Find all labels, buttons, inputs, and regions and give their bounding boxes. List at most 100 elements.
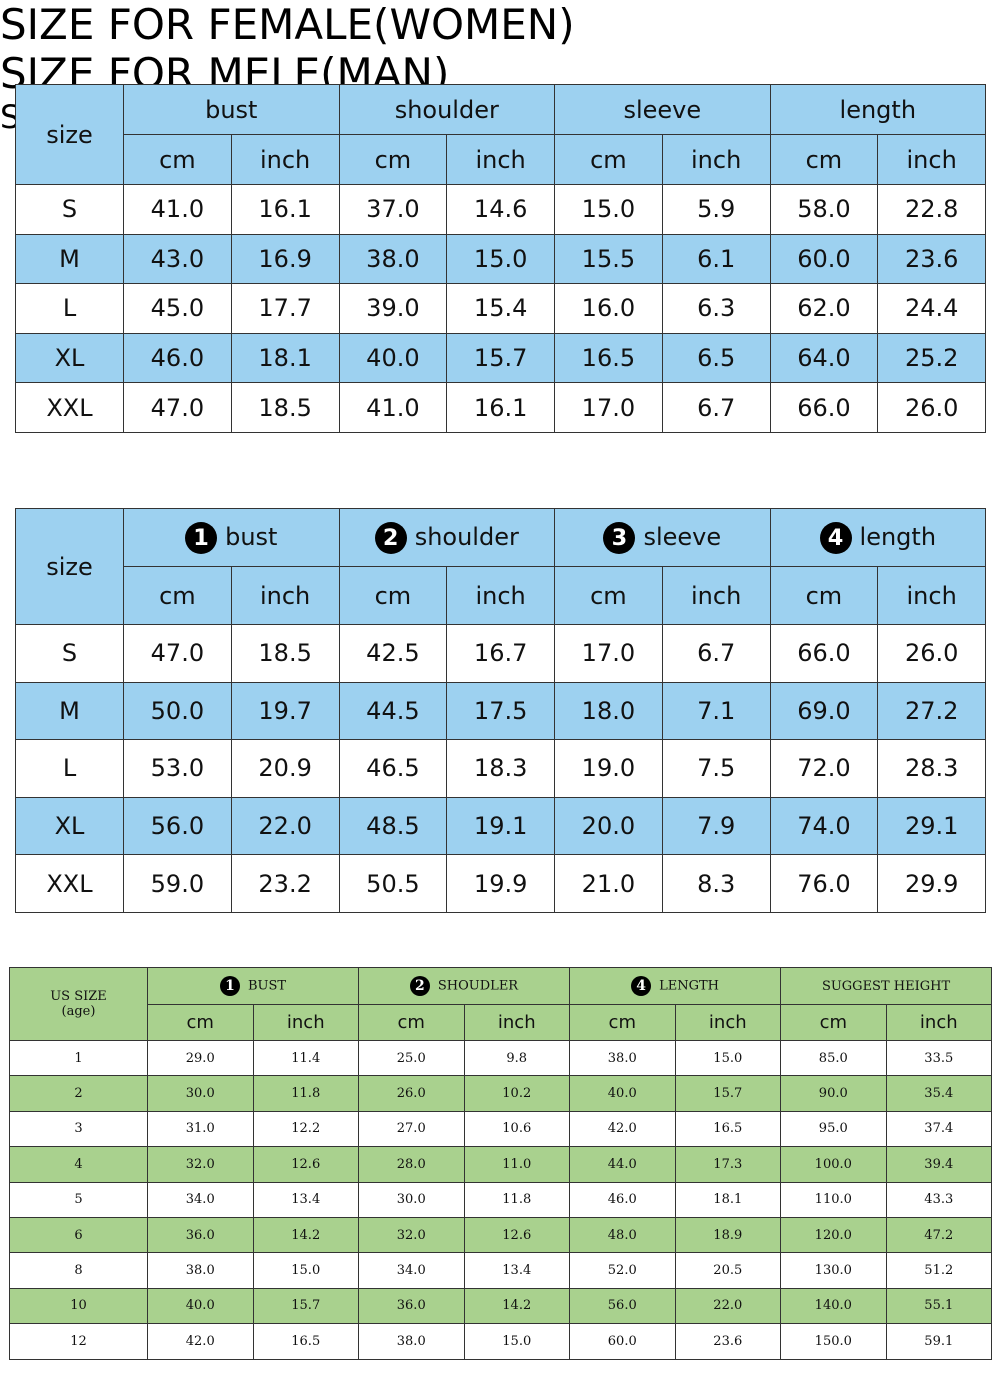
group-header: 1 bust	[123, 508, 340, 567]
value-cell: 34.0	[358, 1252, 465, 1289]
value-cell: 40.0	[569, 1075, 676, 1112]
group-label: shoulder	[414, 522, 519, 551]
value-cell: 50.5	[338, 854, 448, 913]
size-cell: 5	[9, 1181, 148, 1218]
value-cell: 16.5	[554, 332, 663, 384]
group-header: shoulder	[338, 84, 556, 135]
value-cell: 26.0	[877, 382, 987, 433]
group-header: 1 BUST	[147, 967, 359, 1005]
size-cell: XXL	[15, 854, 124, 913]
size-cell: XXL	[15, 382, 124, 433]
group-label: shoulder	[394, 95, 499, 124]
value-cell: 46.0	[569, 1181, 676, 1218]
value-cell: 5.9	[661, 184, 771, 235]
value-cell: 14.6	[446, 184, 556, 235]
size-cell: S	[15, 184, 124, 235]
value-cell: 15.0	[252, 1252, 359, 1289]
size-cell: XL	[15, 332, 124, 384]
corner-header: size	[15, 84, 124, 185]
value-cell: 110.0	[780, 1181, 887, 1218]
value-cell: 6.1	[661, 233, 771, 285]
size-cell: 12	[9, 1323, 148, 1360]
value-cell: 37.0	[338, 184, 448, 235]
unit-header: cm	[338, 566, 448, 625]
value-cell: 46.5	[338, 739, 448, 798]
data-row: XL 56.0 22.0 48.5 19.1 20.0 7.9 74.0 29.1	[15, 796, 987, 856]
value-cell: 30.0	[358, 1181, 465, 1218]
value-cell: 38.0	[358, 1323, 465, 1360]
unit-header: cm	[338, 134, 448, 185]
value-cell: 60.0	[569, 1323, 676, 1360]
value-cell: 23.6	[674, 1323, 782, 1360]
group-label: bust	[225, 522, 278, 551]
number-marker: 2	[374, 521, 407, 554]
value-cell: 140.0	[780, 1287, 887, 1325]
value-cell: 30.0	[147, 1075, 254, 1112]
value-cell: 74.0	[769, 796, 879, 856]
value-cell: 48.5	[338, 796, 448, 856]
number-marker: 1	[185, 521, 218, 554]
value-cell: 40.0	[147, 1287, 254, 1325]
value-cell: 120.0	[780, 1216, 887, 1254]
value-cell: 20.0	[554, 796, 663, 856]
value-cell: 18.3	[446, 739, 556, 798]
value-cell: 18.9	[674, 1216, 782, 1254]
value-cell: 95.0	[780, 1110, 887, 1148]
value-cell: 15.0	[674, 1039, 782, 1077]
group-label: length	[859, 522, 937, 551]
value-cell: 16.5	[252, 1323, 359, 1360]
corner-header: US SIZE (age)	[9, 967, 148, 1041]
data-row: L 53.0 20.9 46.5 18.3 19.0 7.5 72.0 28.3	[15, 739, 987, 798]
value-cell: 7.1	[661, 681, 771, 741]
value-cell: 60.0	[769, 233, 879, 285]
value-cell: 56.0	[123, 796, 232, 856]
value-cell: 36.0	[358, 1287, 465, 1325]
value-cell: 12.6	[463, 1216, 571, 1254]
value-cell: 15.4	[446, 283, 556, 334]
data-row: 8 38.0 15.0 34.0 13.4 52.0 20.5 130.0 51.2	[9, 1252, 993, 1289]
value-cell: 42.0	[569, 1110, 676, 1148]
size-cell: XL	[15, 796, 124, 856]
size-cell: 2	[9, 1075, 148, 1112]
data-row: S 41.0 16.1 37.0 14.6 15.0 5.9 58.0 22.8	[15, 184, 987, 235]
value-cell: 25.0	[358, 1039, 465, 1077]
value-cell: 46.0	[123, 332, 232, 384]
size-cell: L	[15, 283, 124, 334]
value-cell: 18.1	[230, 332, 340, 384]
corner-line: (age)	[61, 1004, 96, 1019]
data-row: 10 40.0 15.7 36.0 14.2 56.0 22.0 140.0 55.1	[9, 1287, 993, 1325]
value-cell: 23.6	[877, 233, 987, 285]
value-cell: 27.0	[358, 1110, 465, 1148]
value-cell: 58.0	[769, 184, 879, 235]
value-cell: 33.5	[885, 1039, 993, 1077]
value-cell: 55.1	[885, 1287, 993, 1325]
group-header: 3 sleeve	[554, 508, 771, 567]
group-label: sleeve	[643, 522, 722, 551]
data-row: XXL 47.0 18.5 41.0 16.1 17.0 6.7 66.0 26.0	[15, 382, 987, 433]
value-cell: 26.0	[358, 1075, 465, 1112]
value-cell: 31.0	[147, 1110, 254, 1148]
value-cell: 18.5	[230, 382, 340, 433]
value-cell: 6.3	[661, 283, 771, 334]
value-cell: 12.2	[252, 1110, 359, 1148]
value-cell: 10.6	[463, 1110, 571, 1148]
value-cell: 14.2	[463, 1287, 571, 1325]
size-cell: L	[15, 739, 124, 798]
value-cell: 15.5	[554, 233, 663, 285]
unit-header: cm	[123, 134, 232, 185]
value-cell: 38.0	[338, 233, 448, 285]
value-cell: 15.7	[674, 1075, 782, 1112]
value-cell: 22.8	[877, 184, 987, 235]
unit-header: cm	[554, 134, 663, 185]
unit-row: cm inch cm inch cm inch cm inch	[10, 1004, 993, 1041]
data-row: 12 42.0 16.5 38.0 15.0 60.0 23.6 150.0 59.1	[9, 1323, 993, 1360]
value-cell: 66.0	[769, 624, 879, 683]
value-cell: 59.1	[885, 1323, 993, 1360]
value-cell: 6.7	[661, 382, 771, 433]
size-cell: 3	[9, 1110, 148, 1148]
value-cell: 72.0	[769, 739, 879, 798]
value-cell: 42.0	[147, 1323, 254, 1360]
unit-header: cm	[769, 566, 879, 625]
value-cell: 44.5	[338, 681, 448, 741]
